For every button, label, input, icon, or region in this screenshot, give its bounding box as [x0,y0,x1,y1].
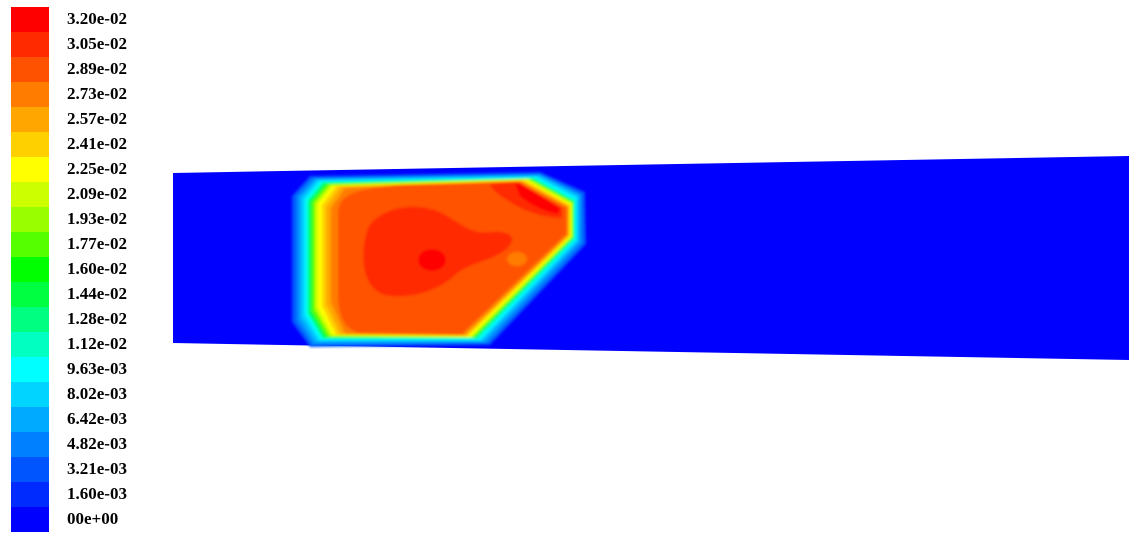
legend-swatch [11,282,49,307]
legend-label: 1.28e-02 [67,309,127,328]
legend-label: 4.82e-03 [67,434,127,453]
legend-swatch [11,32,49,57]
contour-peak-3 [507,252,527,266]
legend-entry: 1.77e-02 [11,232,171,257]
color-legend: 3.20e-02 3.05e-02 2.89e-02 2.73e-02 2.57e-02… [11,7,171,532]
legend-label: 2.57e-02 [67,109,127,128]
legend-entry: 2.09e-02 [11,182,171,207]
legend-entry: 1.12e-02 [11,332,171,357]
legend-entry: 2.57e-02 [11,107,171,132]
legend-entry: 3.20e-02 [11,7,171,32]
legend-label: 2.73e-02 [67,84,127,103]
contour-peak-2 [418,249,446,271]
legend-label: 2.41e-02 [67,134,127,153]
legend-label: 2.89e-02 [67,59,127,78]
legend-entry: 1.60e-02 [11,257,171,282]
legend-swatch [11,507,49,532]
legend-swatch [11,157,49,182]
legend-swatch [11,332,49,357]
legend-entry: 1.93e-02 [11,207,171,232]
legend-swatch [11,382,49,407]
legend-swatch [11,7,49,32]
legend-label: 3.05e-02 [67,34,127,53]
legend-label: 8.02e-03 [67,384,127,403]
legend-entry: 4.82e-03 [11,432,171,457]
legend-label: 1.60e-03 [67,484,127,503]
legend-entry: 3.05e-02 [11,32,171,57]
legend-swatch [11,82,49,107]
legend-swatch [11,107,49,132]
legend-label: 2.09e-02 [67,184,127,203]
legend-swatch [11,407,49,432]
legend-label: 00e+00 [67,509,119,528]
legend-label: 3.21e-03 [67,459,127,478]
legend-entry: 2.89e-02 [11,57,171,82]
legend-swatch [11,207,49,232]
legend-entry: 1.60e-03 [11,482,171,507]
legend-entry: 9.63e-03 [11,357,171,382]
legend-swatch [11,257,49,282]
legend-entry: 8.02e-03 [11,382,171,407]
legend-entry: 2.25e-02 [11,157,171,182]
legend-swatch [11,182,49,207]
legend-label: 1.77e-02 [67,234,127,253]
legend-swatch [11,357,49,382]
contour-peak-1 [515,183,560,214]
legend-label: 2.25e-02 [67,159,127,178]
legend-entry: 6.42e-03 [11,407,171,432]
legend-swatch [11,482,49,507]
legend-entry: 1.44e-02 [11,282,171,307]
legend-swatch [11,432,49,457]
legend-label: 9.63e-03 [67,359,127,378]
legend-swatch [11,132,49,157]
legend-entry: 2.73e-02 [11,82,171,107]
legend-label: 1.44e-02 [67,284,127,303]
legend-swatch [11,457,49,482]
legend-label: 3.20e-02 [67,9,127,28]
legend-label: 6.42e-03 [67,409,127,428]
legend-entry: 1.28e-02 [11,307,171,332]
legend-swatch [11,307,49,332]
legend-entry: 3.21e-03 [11,457,171,482]
legend-label: 1.60e-02 [67,259,127,278]
legend-entry: 2.41e-02 [11,132,171,157]
legend-swatch [11,232,49,257]
legend-label: 1.12e-02 [67,334,127,353]
legend-entry: 00e+00 [11,507,171,532]
legend-label: 1.93e-02 [67,209,127,228]
legend-swatch [11,57,49,82]
